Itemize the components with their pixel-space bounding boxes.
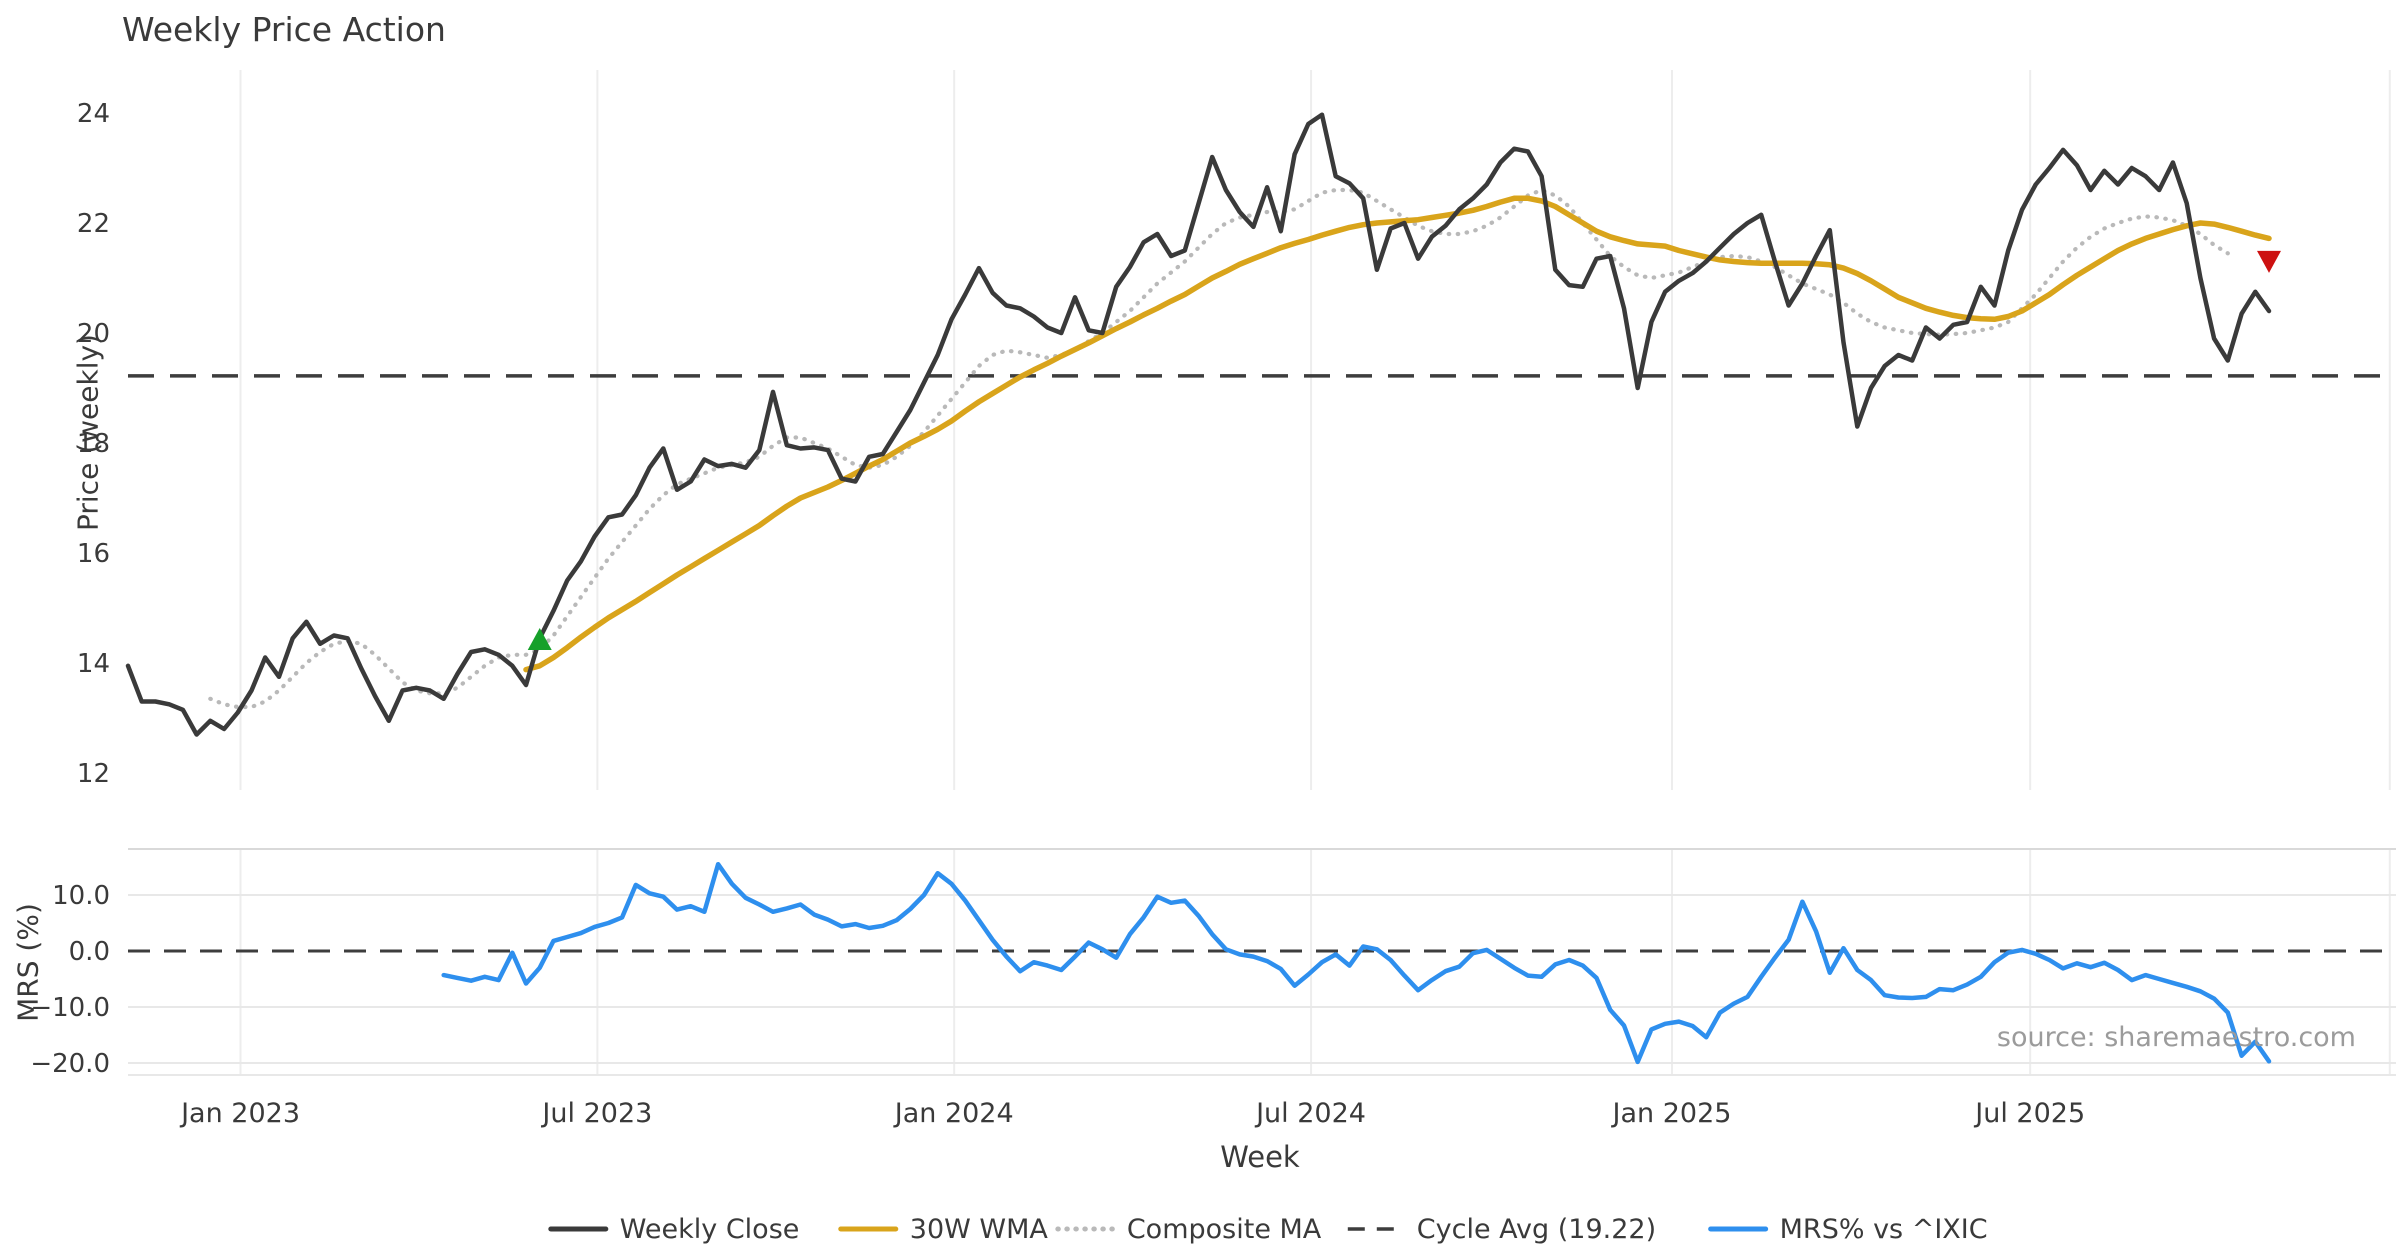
price-tick-label: 24 — [77, 99, 110, 129]
price-tick-label: 22 — [77, 209, 110, 239]
x-axis-label: Week — [1220, 1140, 1300, 1174]
legend-item: Cycle Avg (19.22) — [1347, 1214, 1656, 1245]
legend-item: Composite MA — [1055, 1214, 1322, 1245]
weekly-close-line — [125, 112, 2272, 737]
composite-ma-line — [208, 187, 2230, 710]
legend-item: 30W WMA — [838, 1214, 1049, 1245]
legend-label: 30W WMA — [910, 1214, 1049, 1245]
x-tick-label: Jan 2025 — [1611, 1098, 1732, 1129]
price-tick-label: 20 — [77, 319, 110, 349]
source-watermark: source: sharemaestro.com — [1996, 1022, 2356, 1053]
sell-signal-marker — [2257, 250, 2281, 273]
price-tick-label: 14 — [77, 649, 110, 679]
legend-item: Weekly Close — [548, 1214, 800, 1245]
buy-signal-marker — [527, 628, 552, 650]
legend-label: Weekly Close — [620, 1214, 800, 1245]
x-tick-label: Jul 2024 — [1254, 1098, 1366, 1129]
x-tick-label: Jan 2024 — [893, 1098, 1014, 1129]
legend-label: Composite MA — [1127, 1214, 1322, 1245]
price-tick-label: 18 — [77, 429, 110, 459]
x-tick-label: Jul 2025 — [1973, 1098, 2085, 1129]
mrs-tick-label: 10.0 — [52, 881, 110, 911]
mrs-line — [441, 861, 2272, 1065]
legend-label: Cycle Avg (19.22) — [1417, 1214, 1656, 1245]
mrs-axis-label: MRS (%) — [11, 903, 45, 1022]
price-axis-label: Price (weekly) — [71, 334, 105, 531]
legend-label: MRS% vs ^IXIC — [1780, 1214, 1988, 1245]
page-title: Weekly Price Action — [122, 10, 446, 49]
price-tick-label: 16 — [77, 539, 110, 569]
wma-line — [523, 195, 2272, 673]
mrs-tick-label: 0.0 — [69, 937, 110, 967]
price-tick-label: 12 — [77, 759, 110, 789]
mrs-tick-label: −10.0 — [30, 993, 110, 1023]
x-tick-label: Jul 2023 — [540, 1098, 652, 1129]
mrs-tick-label: −20.0 — [30, 1049, 110, 1079]
x-tick-label: Jan 2023 — [179, 1098, 300, 1129]
legend-item: MRS% vs ^IXIC — [1708, 1214, 1988, 1245]
